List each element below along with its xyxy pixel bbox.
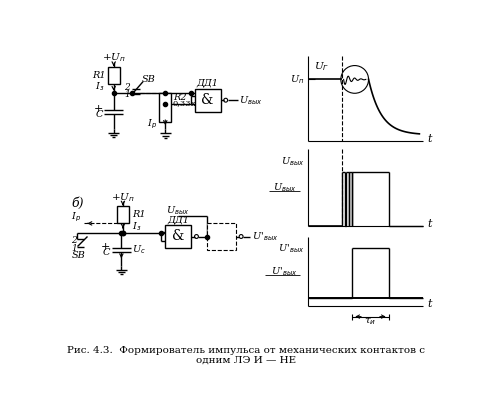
Text: I$_р$: I$_р$ [147,117,157,131]
Text: 2: 2 [71,236,77,245]
Text: t: t [426,135,431,145]
Bar [206,223,236,250]
Text: &: & [201,93,214,107]
Text: 1: 1 [71,244,77,252]
Text: U'$_{вых}$: U'$_{вых}$ [277,243,304,255]
Bar [117,206,129,223]
Text: одним ЛЭ И — НЕ: одним ЛЭ И — НЕ [196,356,296,365]
Text: C: C [95,110,103,119]
Text: R2: R2 [173,93,186,102]
Text: C: C [103,248,110,257]
Bar [159,92,171,122]
Text: I$_з$: I$_з$ [95,80,104,93]
Text: 0,33к: 0,33к [173,99,196,107]
Text: τ$_и$: τ$_и$ [363,316,376,327]
Text: +U$_п$: +U$_п$ [101,51,125,64]
Text: I$_з$: I$_з$ [132,220,141,233]
Text: I$_р$: I$_р$ [71,211,81,224]
Bar [165,225,191,248]
Text: +U$_п$: +U$_п$ [111,191,135,204]
Text: t: t [426,299,431,309]
Text: U$_{вых}$: U$_{вых}$ [166,205,190,217]
Text: R1: R1 [132,210,145,219]
Text: U$_с$: U$_с$ [132,244,146,256]
Text: U$_{вых}$: U$_{вых}$ [239,94,263,107]
Bar [108,67,120,84]
Text: U$_{Г}$: U$_{Г}$ [313,60,329,73]
Text: U$_{вых}$: U$_{вых}$ [272,181,296,194]
Text: 2: 2 [124,83,130,92]
Text: Рис. 4.3.  Формирователь импульса от механических контактов с: Рис. 4.3. Формирователь импульса от меха… [67,346,424,355]
Text: U'$_{вых}$: U'$_{вых}$ [251,230,277,243]
Bar [194,89,220,112]
Text: ДД1: ДД1 [196,79,218,88]
Text: U$_{вых}$: U$_{вых}$ [280,155,304,168]
Text: 1: 1 [124,90,130,99]
Text: SB: SB [141,75,155,84]
Text: R1: R1 [92,71,106,80]
Text: t: t [426,219,431,229]
Text: ДД1: ДД1 [167,215,189,224]
Text: +: + [93,104,103,115]
Text: б): б) [71,196,84,209]
Text: +: + [101,242,110,252]
Text: U'$_{вых}$: U'$_{вых}$ [271,265,297,278]
Text: &: & [172,229,184,244]
Text: SB: SB [71,251,85,260]
Text: U$_п$: U$_п$ [289,73,304,86]
